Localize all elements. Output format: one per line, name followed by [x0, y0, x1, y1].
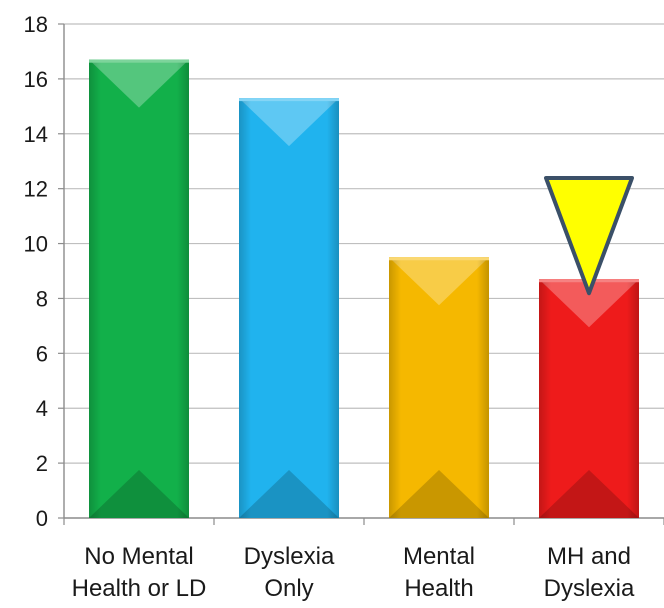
- x-category-label: Only: [264, 575, 313, 602]
- bar-top-edge: [389, 257, 489, 261]
- bar-top-edge: [239, 98, 339, 102]
- labels: 0 2 4 6 8 10 12 14 16 18 No Mental Health or LD Dysl…: [24, 12, 635, 602]
- x-category-label: Health: [404, 575, 473, 602]
- bar: [389, 257, 489, 518]
- y-tick-label: 4: [36, 396, 48, 421]
- x-category-label: Dyslexia: [544, 575, 635, 602]
- y-tick-label: 14: [24, 122, 48, 147]
- y-tick-label: 6: [36, 341, 48, 366]
- y-tick-label: 18: [24, 12, 48, 37]
- x-category-label: Health or LD: [72, 575, 207, 602]
- x-category-label: No Mental: [84, 543, 193, 570]
- bar-side-shade: [389, 257, 489, 518]
- bars: [89, 59, 639, 519]
- x-category-label: Mental: [403, 543, 475, 570]
- triangle-marker-icon: [544, 176, 634, 296]
- bar-side-shade: [239, 98, 339, 518]
- annotations: [544, 176, 634, 296]
- y-tick-label: 0: [36, 506, 48, 531]
- bar: [89, 59, 189, 519]
- y-tick-label: 10: [24, 232, 48, 257]
- bar: [539, 279, 639, 518]
- bar-side-shade: [539, 279, 639, 518]
- y-tick-label: 2: [36, 451, 48, 476]
- bar: [239, 98, 339, 518]
- y-tick-label: 16: [24, 67, 48, 92]
- bar-top-edge: [89, 59, 189, 63]
- y-tick-label: 12: [24, 177, 48, 202]
- bar-side-shade: [89, 59, 189, 519]
- x-category-label: Dyslexia: [244, 543, 335, 570]
- x-category-label: MH and: [547, 543, 631, 570]
- y-tick-label: 8: [36, 286, 48, 311]
